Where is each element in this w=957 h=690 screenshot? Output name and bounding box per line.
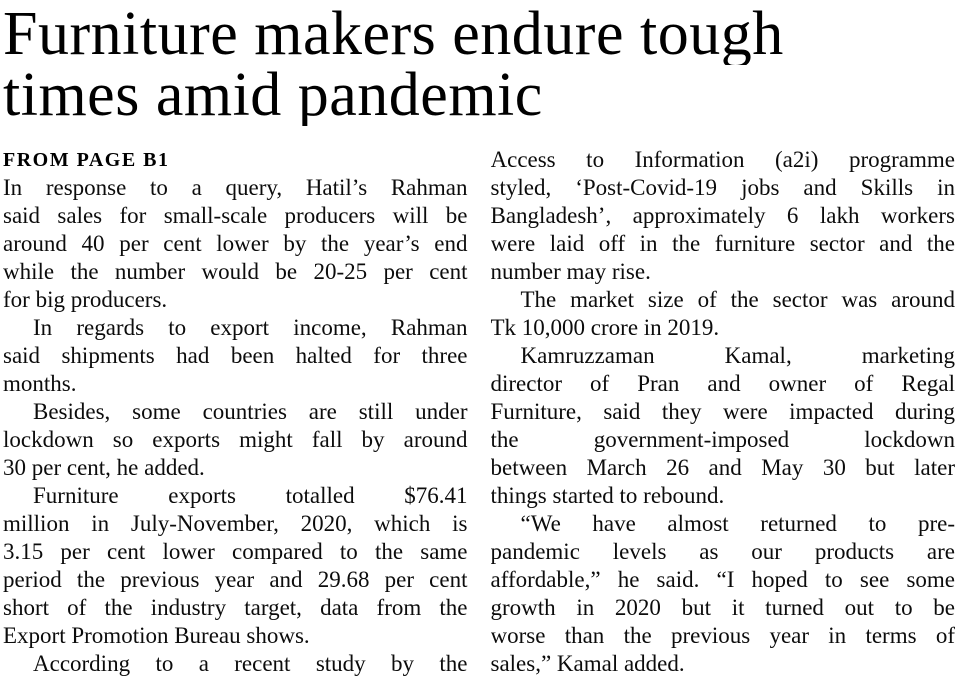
text-line: while the number would be 20-25 per cent <box>3 259 468 284</box>
text-line: for big producers. <box>3 287 168 312</box>
text-line: said sales for small-scale producers wil… <box>3 203 468 228</box>
text-line: Besides, some countries are still under <box>33 399 468 424</box>
article-body: FROM PAGE B1 In response to a query, Hat… <box>3 146 955 678</box>
text-line: 3.15 per cent lower compared to the same <box>3 539 468 564</box>
text-line: “We have almost returned to pre- <box>520 511 956 536</box>
text-line: The market size of the sector was around <box>520 287 956 312</box>
text-line: 30 per cent, he added. <box>3 455 205 480</box>
text-line: Furniture, said they were impacted durin… <box>490 399 956 424</box>
text-line: lockdown so exports might fall by around <box>3 427 468 452</box>
text-line: director of Pran and owner of Regal <box>490 371 956 396</box>
paragraph: Access to Information (a2i) programme sty… <box>491 146 956 286</box>
headline-line: Furniture makers endure tough <box>3 4 784 65</box>
text-line: Access to Information (a2i) programme <box>490 147 956 172</box>
text-line: period the previous year and 29.68 per c… <box>3 567 468 592</box>
article-column-left: FROM PAGE B1 In response to a query, Hat… <box>3 146 468 678</box>
text-line: around 40 per cent lower by the year’s e… <box>3 231 468 256</box>
text-line: affordable,” he said. “I hoped to see so… <box>490 567 956 592</box>
text-line: growth in 2020 but it turned out to be <box>490 595 956 620</box>
text-line: number may rise. <box>490 259 651 284</box>
text-line: things started to rebound. <box>490 483 725 508</box>
text-line: Bangladesh’, approximately 6 lakh worker… <box>490 203 956 228</box>
text-line: between March 26 and May 30 but later <box>490 455 956 480</box>
paragraph: Kamruzzaman Kamal, marketing director of … <box>491 342 956 510</box>
text-line: said shipments had been halted for three <box>3 343 468 368</box>
paragraph: In response to a query, Hatil’s Rahman sa… <box>3 174 468 314</box>
text-line: Tk 10,000 crore in 2019. <box>490 315 720 340</box>
text-line: million in July-November, 2020, which is <box>3 511 468 536</box>
text-line: sales,” Kamal added. <box>490 651 685 676</box>
text-line: Export Promotion Bureau shows. <box>3 623 310 648</box>
paragraph: Furniture exports totalled $76.41 million… <box>3 482 468 650</box>
text-line: pandemic levels as our products are <box>490 539 956 564</box>
text-line: styled, ‘Post-Covid-19 jobs and Skills i… <box>490 175 956 200</box>
paragraph: “We have almost returned to pre-pandemic… <box>491 510 956 678</box>
text-line: Furniture exports totalled $76.41 <box>33 483 468 508</box>
article-column-right: Access to Information (a2i) programme sty… <box>491 146 956 678</box>
text-line: In response to a query, Hatil’s Rahman <box>3 175 468 200</box>
continuation-kicker: FROM PAGE B1 <box>3 149 170 171</box>
text-line: Kamruzzaman Kamal, marketing <box>520 343 956 368</box>
paragraph: In regards to export income, Rahman said … <box>3 314 468 398</box>
text-line: short of the industry target, data from … <box>3 595 468 620</box>
text-line: were laid off in the furniture sector an… <box>490 231 956 256</box>
text-line: months. <box>3 371 77 396</box>
paragraph: Besides, some countries are still under l… <box>3 398 468 482</box>
paragraph: The market size of the sector was around… <box>491 286 956 342</box>
text-line: the government-imposed lockdown <box>490 427 956 452</box>
article-headline: Furniture makers endure tough times amid … <box>3 4 955 126</box>
text-line: In regards to export income, Rahman <box>33 315 468 340</box>
text-line: According to a recent study by the <box>33 651 468 676</box>
paragraph: According to a recent study by the <box>3 650 468 678</box>
headline-line: times amid pandemic <box>3 65 543 126</box>
text-line: worse than the previous year in terms of <box>490 623 956 648</box>
